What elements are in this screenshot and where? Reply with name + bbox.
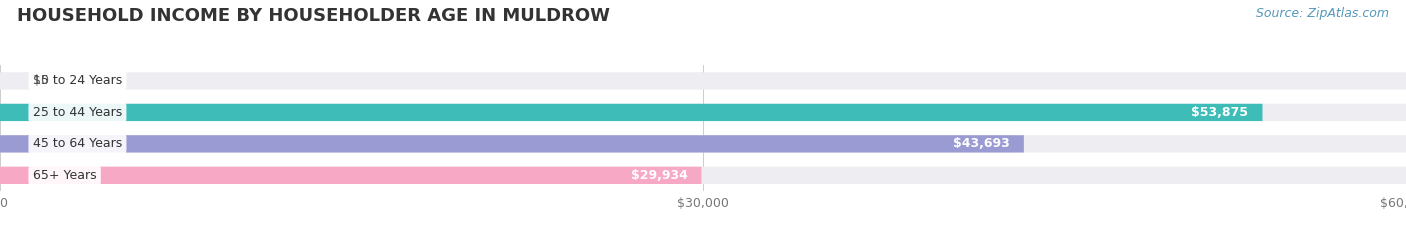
Text: 15 to 24 Years: 15 to 24 Years [32,75,122,87]
Text: 65+ Years: 65+ Years [32,169,97,182]
Text: $0: $0 [32,75,49,87]
Text: 25 to 44 Years: 25 to 44 Years [32,106,122,119]
FancyBboxPatch shape [0,72,1406,90]
Text: 45 to 64 Years: 45 to 64 Years [32,137,122,150]
Text: HOUSEHOLD INCOME BY HOUSEHOLDER AGE IN MULDROW: HOUSEHOLD INCOME BY HOUSEHOLDER AGE IN M… [17,7,610,25]
Text: $53,875: $53,875 [1191,106,1249,119]
FancyBboxPatch shape [0,167,1406,184]
Text: $43,693: $43,693 [953,137,1010,150]
FancyBboxPatch shape [0,104,1263,121]
FancyBboxPatch shape [0,104,1406,121]
Text: Source: ZipAtlas.com: Source: ZipAtlas.com [1256,7,1389,20]
Text: $29,934: $29,934 [630,169,688,182]
FancyBboxPatch shape [0,135,1024,153]
FancyBboxPatch shape [0,167,702,184]
FancyBboxPatch shape [0,135,1406,153]
